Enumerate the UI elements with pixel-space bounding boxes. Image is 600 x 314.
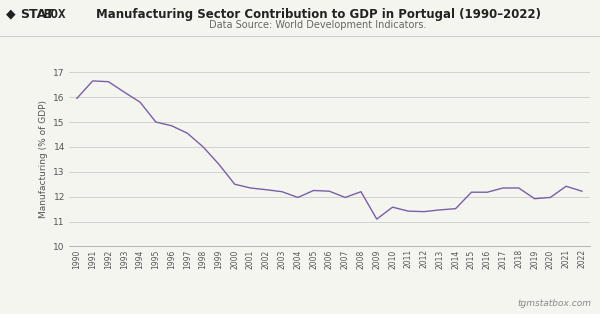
Text: Data Source: World Development Indicators.: Data Source: World Development Indicator…: [209, 20, 427, 30]
Y-axis label: Manufacturing (% of GDP): Manufacturing (% of GDP): [39, 100, 48, 218]
Text: tgmstatbox.com: tgmstatbox.com: [517, 299, 591, 308]
Text: ◆: ◆: [6, 8, 16, 21]
Text: Manufacturing Sector Contribution to GDP in Portugal (1990–2022): Manufacturing Sector Contribution to GDP…: [95, 8, 541, 21]
Text: BOX: BOX: [43, 8, 65, 21]
Text: STAT: STAT: [20, 8, 53, 21]
